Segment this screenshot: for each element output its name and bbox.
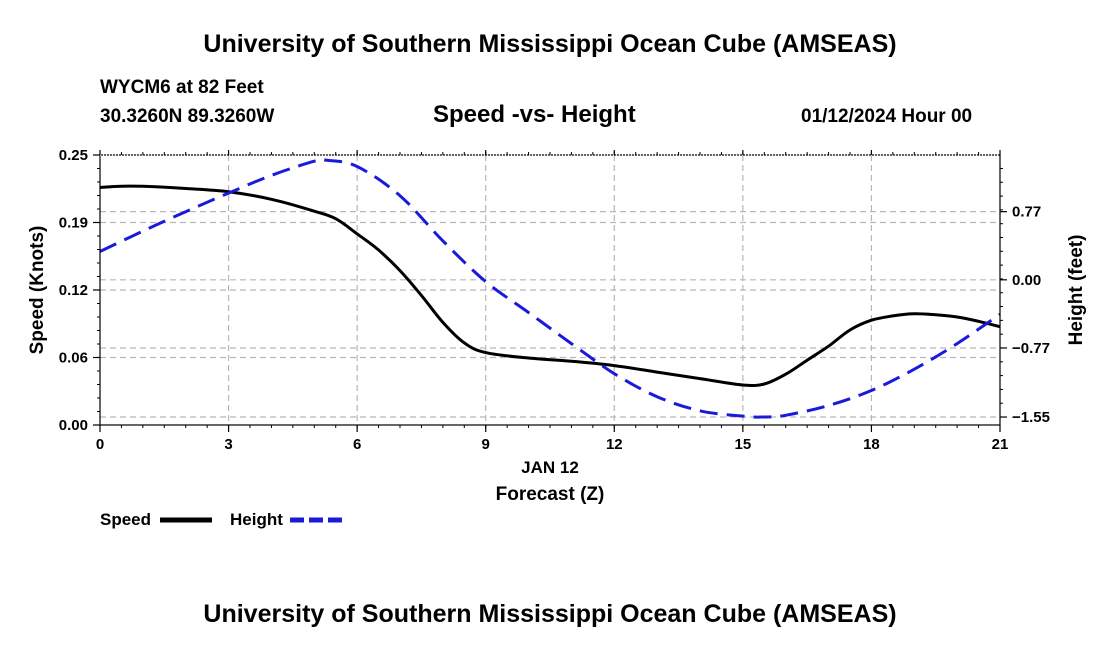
y2-tick-label: −1.55 (1012, 409, 1050, 426)
y-axis-label: Speed (Knots) (27, 226, 48, 355)
axis-ticks: 0 3 6 9 12 15 18 21 0.00 0.06 0.12 0.19 0.25 −1.55 −0.… (59, 147, 1050, 453)
station-coordinates: 30.3260N 89.3260W (100, 106, 275, 127)
x-tick-label: 18 (863, 436, 880, 453)
y2-tick-label: 0.00 (1012, 272, 1041, 289)
y-tick-label: 0.00 (59, 417, 88, 434)
y-tick-label: 0.25 (59, 147, 88, 164)
y-tick-label: 0.19 (59, 215, 88, 232)
forecast-datetime: 01/12/2024 Hour 00 (801, 106, 973, 127)
x-tick-label: 6 (353, 436, 361, 453)
chart-title: University of Southern Mississippi Ocean… (203, 30, 897, 58)
x-axis-date-label: JAN 12 (521, 458, 579, 477)
legend-label-speed: Speed (100, 510, 151, 529)
series-lines (99, 157, 1001, 419)
chart-subtitle: Speed -vs- Height (433, 101, 636, 128)
legend: Speed Height (100, 510, 342, 529)
y-tick-label: 0.06 (59, 350, 88, 367)
y2-tick-label: 0.77 (1012, 204, 1041, 221)
station-label: WYCM6 at 82 Feet (100, 77, 264, 98)
height-series-line (99, 157, 1001, 419)
x-tick-label: 9 (482, 436, 490, 453)
footer-title: University of Southern Mississippi Ocean… (203, 600, 897, 628)
y2-tick-label: −0.77 (1012, 340, 1050, 357)
x-tick-label: 3 (224, 436, 232, 453)
grid-lines (100, 155, 1000, 425)
x-axis-label: Forecast (Z) (496, 484, 605, 505)
x-tick-label: 12 (606, 436, 623, 453)
x-tick-label: 0 (96, 436, 104, 453)
legend-label-height: Height (230, 510, 283, 529)
y2-axis-label: Height (feet) (1066, 235, 1087, 346)
speed-series-line (99, 184, 1001, 388)
y-tick-label: 0.12 (59, 282, 88, 299)
x-tick-label: 15 (735, 436, 752, 453)
x-tick-label: 21 (992, 436, 1009, 453)
